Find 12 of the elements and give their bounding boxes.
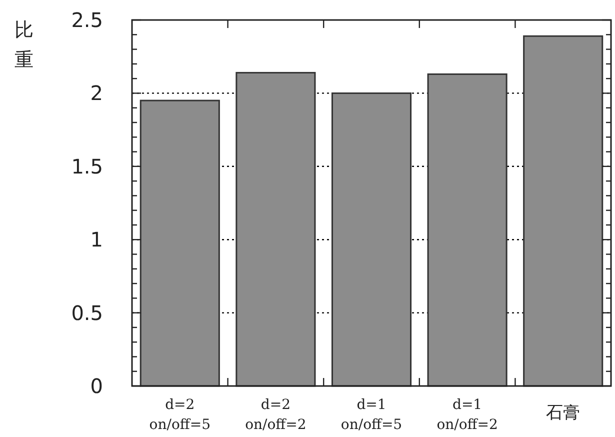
y-tick-label: 1: [90, 228, 103, 252]
x-tick-label: d=2 on/off=5: [149, 397, 210, 433]
x-tick-label: d=1 on/off=2: [436, 397, 498, 433]
y-axis-title: 比重: [14, 19, 34, 71]
y-tick-label: 0.5: [71, 300, 103, 325]
x-tick-label: 石膏: [546, 403, 580, 423]
y-tick-label: 2.5: [71, 8, 103, 32]
y-tick-label: 2: [90, 81, 103, 106]
y-tick-label: 0: [90, 374, 103, 398]
x-tick-label: d=2 on/off=2: [245, 397, 306, 433]
x-tick-label: d=1 on/off=5: [340, 397, 402, 433]
y-tick-label: 1.5: [71, 154, 103, 178]
